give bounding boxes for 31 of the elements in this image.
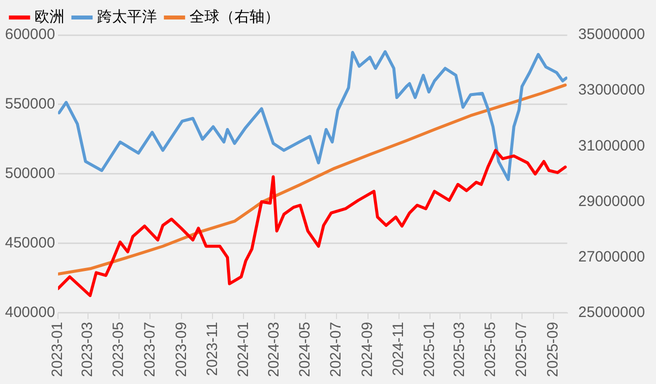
legend-label: 跨太平洋: [97, 8, 157, 26]
x-tick-label: 2024-09: [358, 322, 376, 378]
x-tick-label: 2024-03: [265, 322, 282, 378]
x-tick-label: 2024-07: [327, 322, 344, 378]
y2-tick-label: 29000000: [578, 192, 646, 210]
y2-tick-label: 33000000: [578, 82, 646, 99]
y2-tick-label: 27000000: [578, 248, 646, 266]
x-tick-label: 2025-09: [544, 322, 562, 378]
y-tick-label: 500000: [4, 165, 56, 182]
x-tick-label: 2023-09: [172, 322, 190, 378]
x-tick-label: 2023-01: [49, 322, 66, 378]
y2-tick-label: 31000000: [578, 137, 646, 154]
y-tick-label: 600000: [4, 26, 56, 44]
x-tick-label: 2023-05: [110, 322, 128, 378]
x-tick-label: 2023-11: [204, 322, 221, 376]
x-tick-label: 2025-01: [421, 322, 438, 378]
x-tick-label: 2023-07: [141, 322, 158, 378]
x-tick-label: 2025-05: [482, 322, 500, 378]
y-tick-label: 550000: [4, 96, 56, 113]
legend-label: 欧洲: [34, 8, 64, 26]
x-tick-label: 2024-05: [296, 322, 314, 378]
y2-tick-label: 35000000: [578, 26, 646, 44]
x-tick-label: 2025-07: [513, 322, 530, 378]
x-tick-label: 2024-01: [234, 322, 252, 378]
x-tick-label: 2025-03: [451, 322, 468, 378]
y2-tick-label: 25000000: [578, 304, 646, 322]
x-tick-label: 2024-11: [390, 322, 408, 376]
y-tick-label: 450000: [4, 234, 56, 252]
y-tick-label: 400000: [4, 304, 56, 322]
x-tick-label: 2023-03: [79, 322, 96, 378]
legend-label: 全球（右轴）: [190, 8, 280, 26]
